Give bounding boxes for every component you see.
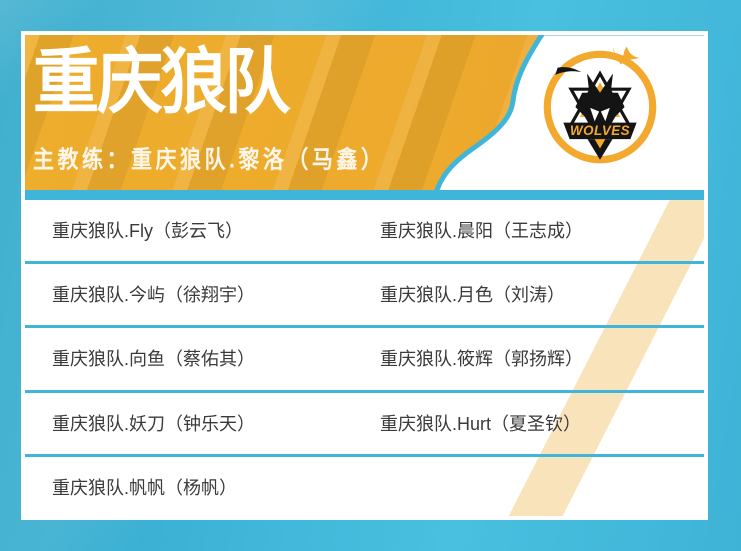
svg-text:WOLVES: WOLVES bbox=[570, 123, 630, 138]
